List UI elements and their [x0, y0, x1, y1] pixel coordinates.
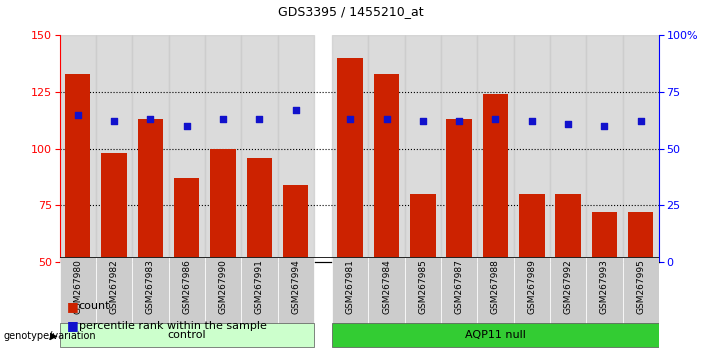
- FancyBboxPatch shape: [96, 257, 132, 343]
- Text: GSM267982: GSM267982: [109, 259, 118, 314]
- Bar: [477, 35, 514, 262]
- Text: GSM267989: GSM267989: [527, 259, 536, 314]
- Bar: [586, 35, 622, 262]
- Point: [181, 123, 192, 129]
- Bar: [555, 194, 581, 262]
- Text: GSM267981: GSM267981: [346, 259, 355, 314]
- FancyBboxPatch shape: [550, 257, 586, 343]
- Text: percentile rank within the sample: percentile rank within the sample: [79, 321, 266, 331]
- Point: [145, 116, 156, 122]
- FancyBboxPatch shape: [477, 257, 514, 343]
- Text: GSM267983: GSM267983: [146, 259, 155, 314]
- Text: GDS3395 / 1455210_at: GDS3395 / 1455210_at: [278, 5, 423, 18]
- FancyBboxPatch shape: [278, 257, 314, 343]
- Point: [454, 119, 465, 124]
- Bar: [447, 119, 472, 262]
- Text: GSM267993: GSM267993: [600, 259, 609, 314]
- Point: [381, 116, 392, 122]
- FancyBboxPatch shape: [622, 257, 659, 343]
- FancyBboxPatch shape: [404, 257, 441, 343]
- Bar: [60, 35, 96, 262]
- Bar: [441, 35, 477, 262]
- Text: GSM267992: GSM267992: [564, 259, 573, 314]
- Point: [417, 119, 428, 124]
- Point: [526, 119, 538, 124]
- FancyBboxPatch shape: [332, 324, 659, 347]
- Bar: [628, 212, 653, 262]
- FancyBboxPatch shape: [132, 257, 168, 343]
- FancyBboxPatch shape: [241, 257, 278, 343]
- Bar: [132, 35, 168, 262]
- FancyBboxPatch shape: [168, 257, 205, 343]
- Text: ■: ■: [67, 300, 79, 313]
- Bar: [168, 35, 205, 262]
- Text: GSM267988: GSM267988: [491, 259, 500, 314]
- Bar: [519, 194, 545, 262]
- FancyBboxPatch shape: [332, 257, 368, 343]
- Bar: [205, 35, 241, 262]
- Text: GSM267990: GSM267990: [219, 259, 228, 314]
- Text: ▶: ▶: [50, 331, 57, 341]
- Text: GSM267984: GSM267984: [382, 259, 391, 314]
- Bar: [283, 185, 308, 262]
- Point: [562, 121, 573, 127]
- Point: [345, 116, 356, 122]
- FancyBboxPatch shape: [368, 257, 404, 343]
- Text: genotype/variation: genotype/variation: [4, 331, 96, 341]
- Bar: [278, 35, 314, 262]
- FancyBboxPatch shape: [514, 257, 550, 343]
- Bar: [96, 35, 132, 262]
- Text: GSM267994: GSM267994: [291, 259, 300, 314]
- Point: [217, 116, 229, 122]
- Bar: [332, 35, 368, 262]
- Bar: [483, 94, 508, 262]
- Text: control: control: [168, 330, 206, 341]
- Text: GSM267980: GSM267980: [73, 259, 82, 314]
- FancyBboxPatch shape: [60, 324, 314, 347]
- Bar: [622, 35, 659, 262]
- Text: GSM267985: GSM267985: [418, 259, 428, 314]
- Bar: [102, 153, 127, 262]
- Bar: [550, 35, 586, 262]
- Point: [490, 116, 501, 122]
- Bar: [174, 178, 199, 262]
- FancyBboxPatch shape: [205, 257, 241, 343]
- Bar: [514, 35, 550, 262]
- Bar: [65, 74, 90, 262]
- Point: [599, 123, 610, 129]
- Bar: [247, 158, 272, 262]
- Bar: [368, 35, 404, 262]
- Bar: [137, 119, 163, 262]
- Text: GSM267991: GSM267991: [255, 259, 264, 314]
- Bar: [374, 74, 400, 262]
- Text: GSM267995: GSM267995: [637, 259, 646, 314]
- Text: GSM267986: GSM267986: [182, 259, 191, 314]
- Point: [254, 116, 265, 122]
- Bar: [404, 35, 441, 262]
- Bar: [410, 194, 435, 262]
- Point: [72, 112, 83, 118]
- FancyBboxPatch shape: [586, 257, 622, 343]
- Bar: [337, 58, 363, 262]
- FancyBboxPatch shape: [441, 257, 477, 343]
- Bar: [210, 149, 236, 262]
- Point: [635, 119, 646, 124]
- Text: count: count: [79, 301, 110, 311]
- FancyBboxPatch shape: [60, 257, 96, 343]
- Text: ■: ■: [67, 319, 79, 332]
- Bar: [592, 212, 617, 262]
- Bar: [241, 35, 278, 262]
- Text: AQP11 null: AQP11 null: [465, 330, 526, 341]
- Point: [109, 119, 120, 124]
- Point: [290, 107, 301, 113]
- Text: GSM267987: GSM267987: [455, 259, 463, 314]
